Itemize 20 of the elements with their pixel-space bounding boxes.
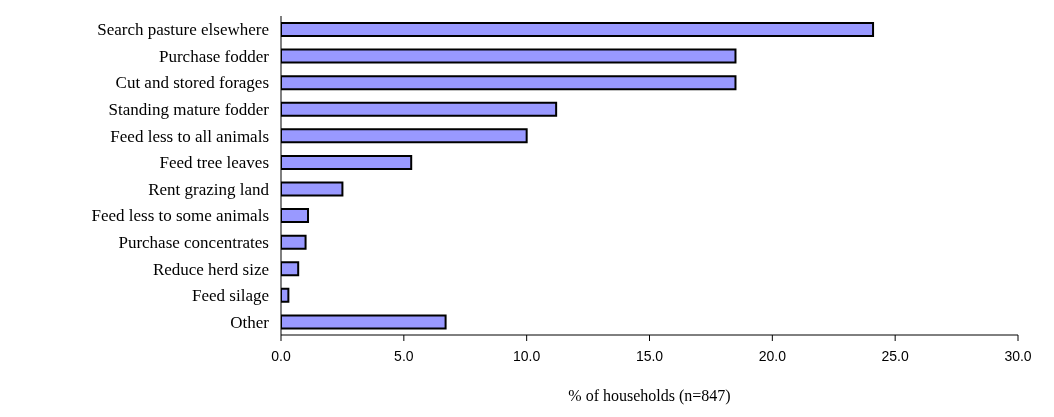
x-tick-label: 20.0 bbox=[758, 347, 787, 364]
y-tick-label: Cut and stored forages bbox=[115, 73, 269, 93]
y-tick-label: Feed tree leaves bbox=[159, 153, 269, 173]
y-tick-label: Standing mature fodder bbox=[108, 100, 270, 120]
x-axis-title: % of households (n=847) bbox=[568, 387, 731, 405]
y-tick-label: Feed less to some animals bbox=[91, 206, 269, 226]
y-tick-label: Reduce herd size bbox=[152, 259, 269, 279]
x-tick-label: 30.0 bbox=[1004, 347, 1032, 364]
x-tick-label: 25.0 bbox=[881, 347, 909, 364]
y-tick-label: Other bbox=[230, 312, 270, 332]
y-tick-label: Feed less to all animals bbox=[110, 126, 269, 146]
x-tick-label: 10.0 bbox=[513, 347, 541, 364]
x-tick-label: 15.0 bbox=[635, 347, 664, 364]
y-tick-label: Purchase concentrates bbox=[118, 232, 269, 252]
x-tick-label: 5.0 bbox=[394, 347, 414, 364]
y-tick-label: Feed silage bbox=[192, 286, 269, 306]
y-tick-label: Search pasture elsewhere bbox=[97, 20, 269, 40]
y-tick-label: Rent grazing land bbox=[148, 179, 270, 199]
x-tick-label: 0.0 bbox=[271, 347, 291, 364]
y-tick-label: Purchase fodder bbox=[159, 46, 270, 66]
